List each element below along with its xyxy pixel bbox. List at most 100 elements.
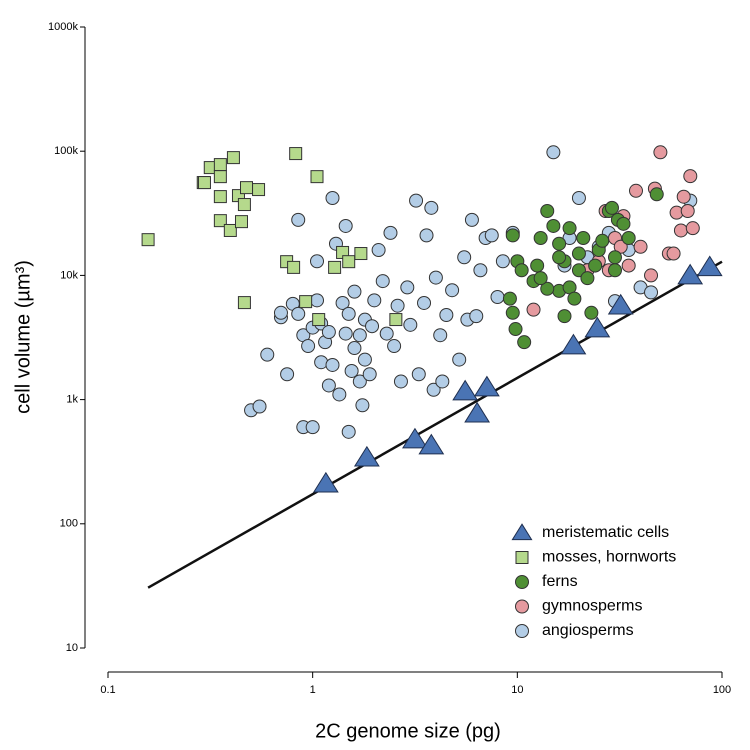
data-point	[237, 296, 251, 310]
data-point	[533, 271, 548, 286]
data-point	[571, 246, 586, 261]
data-point	[291, 212, 306, 227]
data-point	[213, 190, 227, 204]
legend-marker	[511, 523, 533, 541]
legend-label: angiosperms	[542, 622, 634, 639]
data-point	[666, 246, 681, 261]
data-point	[310, 254, 325, 269]
data-point	[273, 305, 288, 320]
trend-line	[147, 260, 723, 589]
data-point	[301, 339, 316, 354]
data-point	[226, 151, 240, 165]
data-point	[484, 228, 499, 243]
data-point	[341, 306, 356, 321]
data-point	[393, 374, 408, 389]
data-point	[517, 335, 532, 350]
data-point	[402, 427, 428, 449]
data-point	[452, 352, 467, 367]
data-point	[540, 281, 555, 296]
data-point	[567, 291, 582, 306]
data-point	[347, 284, 362, 299]
data-point	[321, 325, 336, 340]
y-tick-label: 1k	[66, 394, 78, 406]
data-point	[325, 190, 340, 205]
data-point	[685, 221, 700, 236]
data-point	[562, 221, 577, 236]
data-point	[344, 363, 359, 378]
data-point	[428, 270, 443, 285]
legend-label: meristematic cells	[542, 524, 669, 541]
data-point	[417, 295, 432, 310]
data-point	[505, 228, 520, 243]
data-point	[338, 326, 353, 341]
data-point	[197, 176, 211, 190]
data-point	[424, 200, 439, 215]
legend-label: gymnosperms	[542, 598, 642, 615]
data-point	[342, 255, 356, 269]
data-point	[576, 231, 591, 246]
data-point	[312, 313, 326, 327]
data-point	[607, 250, 622, 265]
x-axis-title: 2C genome size (pg)	[315, 720, 501, 742]
data-point	[141, 233, 155, 247]
data-point	[571, 190, 586, 205]
legend-marker	[515, 575, 529, 589]
x-tick-label: 100	[713, 684, 731, 696]
x-tick-label: 0.1	[100, 684, 115, 696]
data-point	[445, 283, 460, 298]
data-point	[452, 379, 479, 401]
data-point	[649, 187, 664, 202]
data-point	[616, 216, 631, 231]
data-point	[338, 218, 353, 233]
data-point	[457, 250, 472, 265]
data-point	[305, 420, 320, 435]
data-point	[387, 339, 402, 354]
y-tick-label: 1000k	[48, 21, 78, 33]
y-tick-label: 100k	[54, 145, 78, 157]
data-point	[473, 375, 500, 397]
data-point	[390, 298, 405, 313]
data-point	[328, 260, 342, 274]
data-point	[280, 367, 295, 382]
data-point	[325, 357, 340, 372]
data-point	[644, 285, 659, 300]
data-point	[584, 316, 611, 338]
data-point	[433, 328, 448, 343]
data-point	[371, 243, 386, 258]
data-point	[213, 214, 227, 228]
data-point	[508, 322, 523, 337]
data-point	[418, 433, 445, 455]
data-point	[379, 326, 394, 341]
data-point	[464, 401, 491, 423]
x-tick-label: 10	[511, 684, 523, 696]
data-point	[473, 263, 488, 278]
data-point	[347, 341, 362, 356]
data-point	[223, 223, 237, 237]
legend-marker	[515, 624, 529, 638]
data-point	[533, 231, 548, 246]
data-point	[213, 158, 227, 172]
data-point	[588, 258, 603, 273]
legend-label: ferns	[542, 573, 578, 590]
data-point	[352, 374, 367, 389]
data-point	[560, 333, 587, 355]
data-point	[502, 291, 517, 306]
x-tick-label: 1	[310, 684, 316, 696]
data-point	[677, 263, 704, 285]
data-point	[234, 215, 248, 229]
data-point	[383, 225, 398, 240]
data-point	[526, 302, 541, 317]
data-point	[604, 200, 619, 215]
data-point	[291, 306, 306, 321]
data-point	[464, 212, 479, 227]
data-point	[621, 258, 636, 273]
y-tick-label: 100	[60, 518, 78, 530]
data-point	[552, 250, 567, 265]
data-point	[683, 169, 698, 184]
data-point	[595, 233, 610, 248]
data-point	[400, 280, 415, 295]
legend-label: mosses, hornworts	[542, 549, 676, 566]
legend-marker	[515, 551, 529, 564]
data-point	[260, 347, 275, 362]
